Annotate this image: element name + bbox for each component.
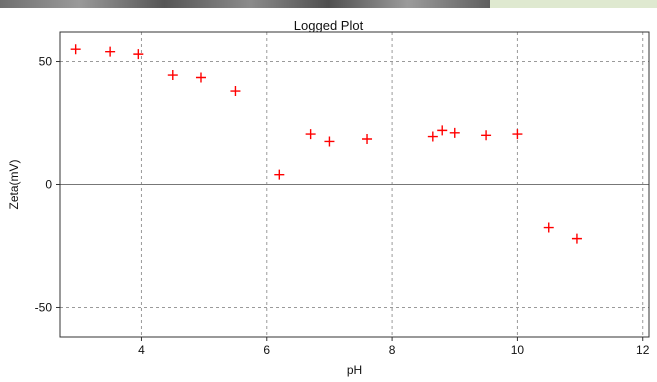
y-tick-label: 0 [45,178,52,192]
x-tick-label: 10 [511,343,525,357]
data-point [571,233,582,244]
x-tick-label: 4 [138,343,145,357]
plot-panel: Logged Plot 4 6 8 10 12 50 0 -50 pH Zeta(mV) [0,8,657,382]
y-tick-label: -50 [35,300,53,314]
data-point [230,86,241,97]
zeta-ph-chart: 4 6 8 10 12 50 0 -50 pH Zeta(mV) [7,31,650,377]
chart-title: Logged Plot [293,18,364,33]
data-point [324,136,335,147]
y-tick-label: 50 [39,55,53,69]
data-point [195,72,206,83]
x-tick-label: 8 [389,343,396,357]
data-point [167,70,178,81]
data-point [105,46,116,57]
data-point [512,129,523,140]
data-point [427,131,438,142]
data-point [481,130,492,141]
data-point [305,129,316,140]
y-axis-label: Zeta(mV) [7,159,21,209]
data-point [362,133,373,144]
data-point [133,49,144,60]
x-tick-label: 6 [263,343,270,357]
x-axis-label: pH [347,363,362,377]
x-tick-label: 12 [636,343,650,357]
data-point [543,222,554,233]
data-point [437,125,448,136]
data-point [70,44,81,55]
data-point [274,169,285,180]
data-point [449,127,460,138]
top-photo-strip [0,0,657,8]
top-band [490,0,657,8]
